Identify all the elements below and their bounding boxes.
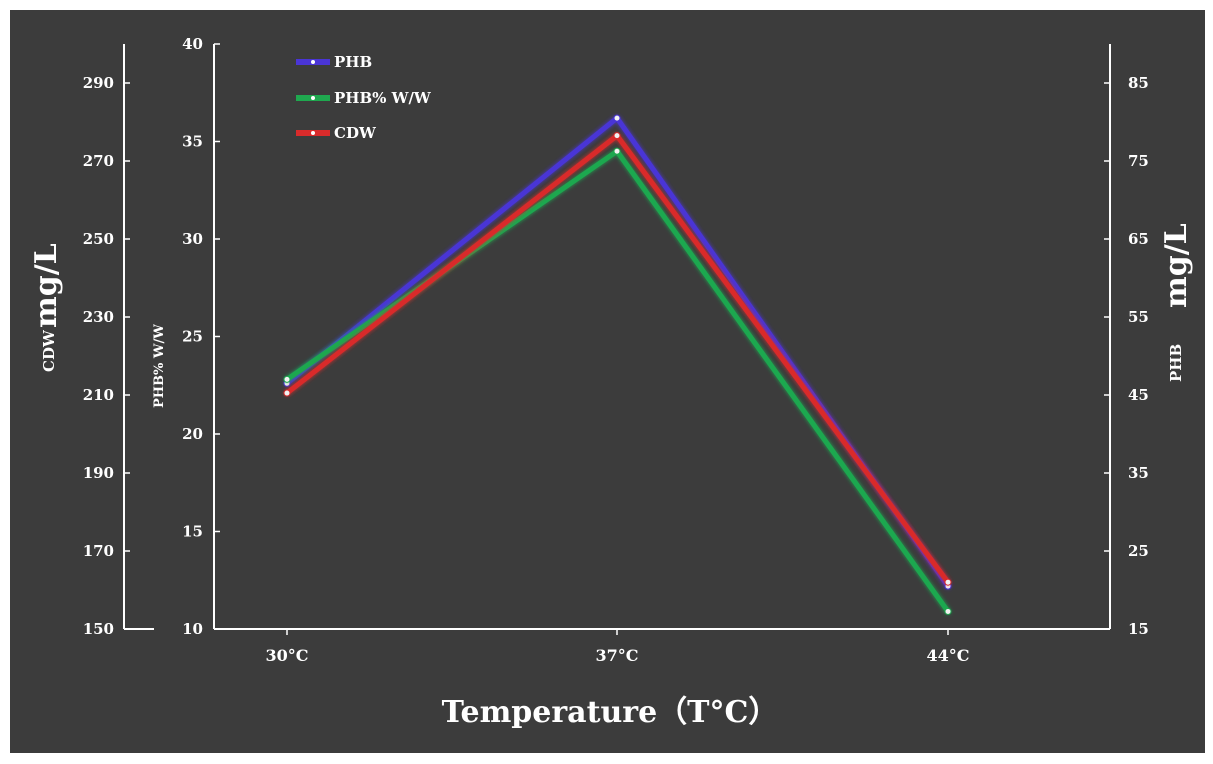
series-line-phb-w-w	[284, 148, 951, 614]
series-line-phb	[284, 115, 951, 589]
left-outer-tick-label: 190	[83, 464, 114, 482]
data-point-cdw	[944, 578, 952, 586]
left-outer-tick-label: 250	[83, 230, 114, 248]
cdw-axis-label: CDW	[40, 329, 58, 372]
left-inner-tick-label: 25	[182, 328, 203, 346]
x-ticks: 30°C 37°C 44°C	[266, 629, 970, 665]
right-tick-label: 45	[1128, 386, 1149, 404]
data-point-phb-w-w	[613, 147, 621, 155]
x-tick-label: 30°C	[266, 646, 309, 665]
left-inner-tick-label: 40	[182, 35, 203, 53]
phb-percent-axis-label: PHB% W/W	[152, 324, 167, 408]
left-outer-tick-label: 150	[83, 620, 114, 638]
phb-axis-unit: mg/L	[1159, 223, 1194, 308]
x-tick-label: 44°C	[927, 646, 970, 665]
left-inner-tick-label: 30	[182, 230, 203, 248]
left-outer-tick-label: 230	[83, 308, 114, 326]
right-ticks: 15 25 35 45 55 65 75 85	[1104, 74, 1149, 638]
right-tick-label: 65	[1128, 230, 1149, 248]
legend-marker-phb-percent	[311, 96, 315, 100]
chart-frame: 150 170 190 210 230 250 270 290 10 15 20 25 30 35 40 …	[10, 10, 1205, 753]
left-inner-tick-label: 10	[182, 620, 203, 638]
phb-axis-label: PHB	[1167, 344, 1185, 382]
left-outer-tick-label: 290	[83, 74, 114, 92]
left-outer-tick-label: 210	[83, 386, 114, 404]
legend-item-phb: PHB	[296, 53, 372, 71]
legend-label-cdw: CDW	[334, 124, 377, 142]
left-inner-ticks: 10 15 20 25 30 35 40	[182, 35, 220, 638]
cdw-axis-unit: mg/L	[29, 243, 64, 328]
left-inner-tick-label: 15	[182, 523, 203, 541]
legend-marker-cdw	[311, 131, 315, 135]
data-point-phb-w-w	[283, 375, 291, 383]
legend-item-cdw: CDW	[296, 124, 377, 142]
legend-label-phb: PHB	[334, 53, 372, 71]
data-point-phb	[613, 114, 621, 122]
series-line-cdw	[284, 133, 951, 585]
x-axis-title: Temperature（T°C）	[442, 695, 779, 730]
right-tick-label: 55	[1128, 308, 1149, 326]
data-point-phb-w-w	[944, 607, 952, 615]
legend-label-phb-percent: PHB% W/W	[334, 89, 432, 107]
left-outer-tick-label: 170	[83, 542, 114, 560]
legend-item-phb-percent: PHB% W/W	[296, 89, 432, 107]
right-tick-label: 25	[1128, 542, 1149, 560]
x-tick-label: 37°C	[596, 646, 639, 665]
left-outer-tick-label: 270	[83, 152, 114, 170]
legend-marker-phb	[311, 60, 315, 64]
left-inner-tick-label: 35	[182, 133, 203, 151]
series-layer	[283, 114, 952, 615]
right-tick-label: 35	[1128, 464, 1149, 482]
data-point-cdw	[283, 389, 291, 397]
right-tick-label: 75	[1128, 152, 1149, 170]
right-tick-label: 85	[1128, 74, 1149, 92]
left-outer-ticks: 150 170 190 210 230 250 270 290	[83, 74, 130, 638]
right-tick-label: 15	[1128, 620, 1149, 638]
left-inner-tick-label: 20	[182, 425, 203, 443]
legend: PHB PHB% W/W CDW	[296, 53, 432, 142]
data-point-cdw	[613, 132, 621, 140]
